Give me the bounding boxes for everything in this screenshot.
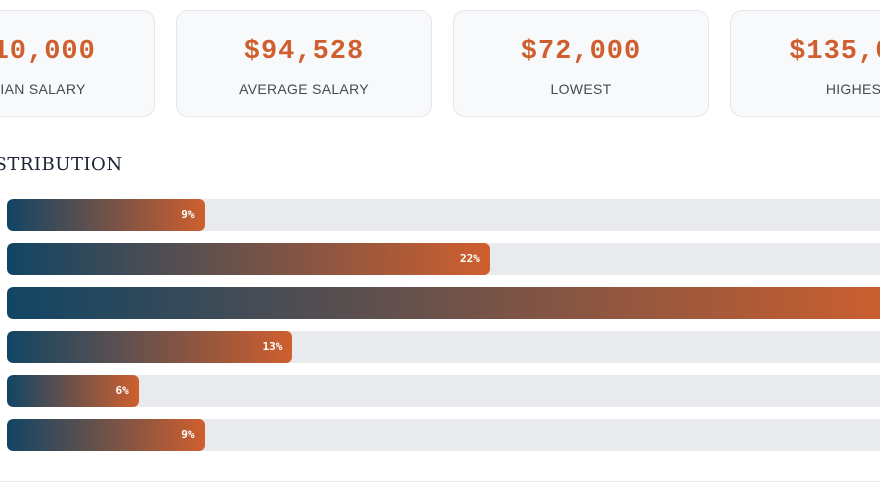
distribution-bar-label: 9% [181,428,195,441]
distribution-bar-label: 22% [460,252,480,265]
stat-value: $110,000 [0,37,96,67]
distribution-bar-track: 6% [7,375,880,407]
distribution-bar-fill [7,287,880,319]
distribution-bar-fill: 6% [7,375,139,407]
distribution-title: DISTRIBUTION [0,154,123,175]
distribution-bar-fill: 22% [7,243,490,275]
stat-value: $72,000 [520,37,642,67]
stat-label: AVERAGE SALARY [239,81,369,97]
stat-value: $94,528 [243,37,365,67]
distribution-bar-track: 9% [7,419,880,451]
stat-card-lowest: $72,000 LOWEST [453,10,709,117]
distribution-bar-label: 6% [115,384,129,397]
distribution-bar-label: 9% [181,208,195,221]
stat-card-median: $110,000 MEDIAN SALARY [0,10,155,117]
distribution-bar-fill: 13% [7,331,293,363]
stat-label: MEDIAN SALARY [0,81,86,97]
stat-card-highest: $135,000 HIGHEST [730,10,880,117]
stat-label: LOWEST [550,81,612,97]
stat-label: HIGHEST [825,81,880,97]
stat-card-average: $94,528 AVERAGE SALARY [176,10,432,117]
distribution-bar-fill: 9% [7,419,205,451]
stat-value: $135,000 [789,37,880,67]
distribution-bar-track: 22% [7,243,880,275]
divider [0,481,880,482]
distribution-bar-label: 13% [262,340,283,353]
distribution-bar-track: 13% [7,331,880,363]
distribution-bar-track [7,287,880,319]
distribution-bar-fill: 9% [7,199,205,231]
distribution-bar-track: 9% [7,199,880,231]
